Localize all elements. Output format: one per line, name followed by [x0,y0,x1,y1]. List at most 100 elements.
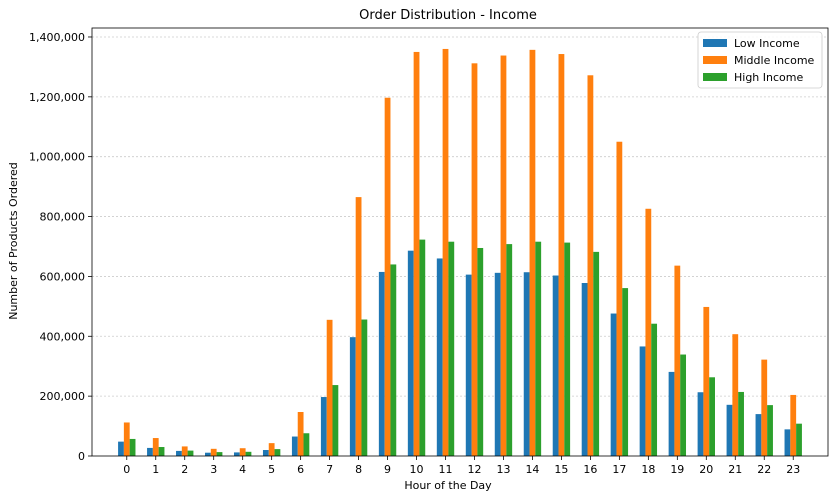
bar-high-income [593,251,600,456]
bar-middle-income [239,448,246,456]
bar-high-income [216,452,223,456]
x-tick-label: 19 [670,463,684,476]
bar-low-income [436,258,443,456]
bar-low-income [262,450,269,456]
x-tick-label: 16 [583,463,597,476]
bar-low-income [233,452,240,456]
legend: Low Income Middle Income High Income [697,31,823,89]
x-tick-label: 23 [786,463,800,476]
y-tick-label: 800,000 [40,211,86,224]
bar-middle-income [616,141,623,457]
bar-middle-income [529,49,536,457]
bar-low-income [726,404,733,456]
bar-high-income [535,241,542,456]
bar-low-income [755,414,762,456]
bar-middle-income [384,97,391,456]
bars [118,48,802,457]
x-axis-label: Hour of the Day [404,479,492,492]
bar-low-income [697,392,704,456]
x-tick-label: 2 [181,463,188,476]
bar-low-income [494,272,501,456]
bar-high-income [448,241,455,456]
bar-low-income [147,447,153,456]
bar-middle-income [790,394,797,456]
x-tick-label: 9 [384,463,391,476]
legend-swatch [703,73,727,81]
bar-low-income [552,275,559,456]
x-tick-label: 12 [467,463,481,476]
x-tick-label: 13 [496,463,510,476]
bar-high-income [796,423,802,456]
x-tick-label: 5 [268,463,275,476]
bar-high-income [332,385,339,456]
x-tick-label: 15 [554,463,568,476]
plot-frame [91,27,829,457]
bar-middle-income [471,63,478,457]
bar-high-income [506,244,513,456]
bar-high-income [303,433,310,456]
bar-low-income [407,250,414,456]
bar-high-income [564,242,571,456]
x-axis-ticks: 0 1 2 3 4 5 6 7 8 9 10 11 12 13 14 15 16 17 18 19 20 21 22 23 [123,456,800,476]
bar-high-income [274,449,281,456]
bar-middle-income [123,422,130,456]
bar-middle-income [645,208,652,456]
x-tick-label: 11 [439,463,453,476]
y-axis-label: Number of Products Ordered [7,162,20,320]
grid-lines [92,36,828,397]
bar-high-income [709,377,715,456]
bar-middle-income [558,54,565,457]
x-tick-label: 6 [297,463,304,476]
bar-low-income [320,397,327,456]
bar-middle-income [413,51,420,456]
y-tick-label: 1,400,000 [29,31,85,44]
bar-high-income [622,288,629,456]
bar-high-income [738,391,744,456]
y-tick-label: 600,000 [40,270,86,283]
x-tick-label: 18 [641,463,655,476]
bar-middle-income [442,48,449,456]
legend-box [697,31,823,89]
bar-low-income [668,371,675,456]
bar-middle-income [152,438,159,456]
x-tick-label: 1 [152,463,159,476]
x-tick-label: 7 [326,463,333,476]
bar-high-income [361,319,368,456]
bar-middle-income [674,265,681,456]
bar-middle-income [355,197,362,456]
bar-low-income [784,429,791,456]
bar-low-income [205,452,211,456]
bar-middle-income [587,75,594,456]
y-tick-label: 1,000,000 [29,151,85,164]
x-tick-label: 10 [410,463,424,476]
y-axis-ticks: 0 200,000 400,000 600,000 800,000 1,000,000 1,… [29,31,92,463]
y-tick-label: 1,200,000 [29,91,85,104]
chart-title: Order Distribution - Income [359,8,537,23]
bar-middle-income [761,359,768,456]
x-tick-label: 4 [239,463,246,476]
x-tick-label: 17 [612,463,626,476]
y-tick-label: 400,000 [40,330,86,343]
x-tick-label: 0 [123,463,130,476]
bar-middle-income [703,306,710,456]
x-tick-label: 14 [525,463,539,476]
bar-high-income [129,438,136,456]
bar-low-income [118,441,124,456]
bar-middle-income [326,319,333,456]
bar-low-income [378,271,385,456]
bar-high-income [245,451,252,456]
legend-swatch [703,39,727,47]
bar-low-income [610,313,617,456]
bar-low-income [523,272,530,456]
bar-high-income [680,354,687,456]
x-tick-label: 3 [210,463,217,476]
bar-low-income [465,274,472,456]
bar-low-income [176,450,182,456]
bar-high-income [187,450,194,456]
bar-middle-income [732,334,739,456]
bar-low-income [581,283,588,456]
bar-high-income [158,447,165,456]
bar-middle-income [297,412,304,456]
bar-high-income [477,247,484,456]
